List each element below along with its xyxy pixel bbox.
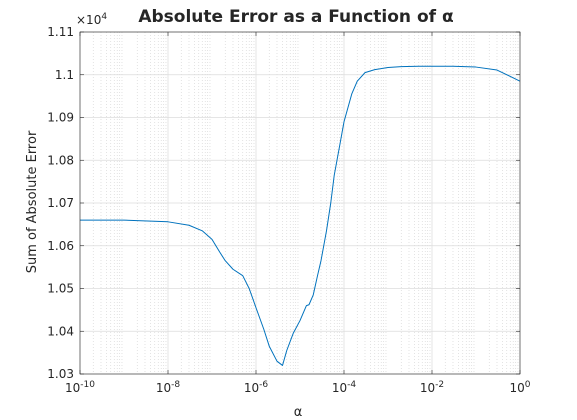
x-tick-label: 10-6 bbox=[244, 380, 269, 395]
y-tick-label: 1.11 bbox=[47, 25, 74, 39]
y-tick-label: 1.09 bbox=[47, 111, 74, 125]
y-tick-label: 1.03 bbox=[47, 367, 74, 381]
series-line-0 bbox=[80, 65, 521, 366]
y-tick-label: 1.07 bbox=[47, 196, 74, 210]
line-layer bbox=[80, 65, 521, 366]
x-tick-label: 10-8 bbox=[156, 380, 181, 395]
y-tick-label: 1.06 bbox=[47, 239, 74, 253]
y-axis-label: Sum of Absolute Error bbox=[25, 130, 40, 273]
y-multiplier: ×104 bbox=[76, 12, 107, 27]
y-tick-label: 1.04 bbox=[47, 324, 74, 338]
chart-title: Absolute Error as a Function of α bbox=[138, 7, 453, 27]
x-tick-label: 10-10 bbox=[65, 380, 95, 395]
tick-layer bbox=[79, 31, 521, 375]
label-layer: 10-10 10-8 10-6 10-4 10-2 100 1.03 1.04 1.05 1.06… bbox=[47, 25, 530, 395]
x-tick-label: 10-4 bbox=[332, 380, 357, 395]
y-tick-label: 1.05 bbox=[47, 282, 74, 296]
x-axis-label: α bbox=[294, 405, 303, 420]
y-tick-label: 1.1 bbox=[55, 68, 74, 82]
x-tick-label: 100 bbox=[509, 380, 530, 395]
y-tick-label: 1.08 bbox=[47, 153, 74, 167]
x-tick-label: 10-2 bbox=[420, 380, 444, 395]
